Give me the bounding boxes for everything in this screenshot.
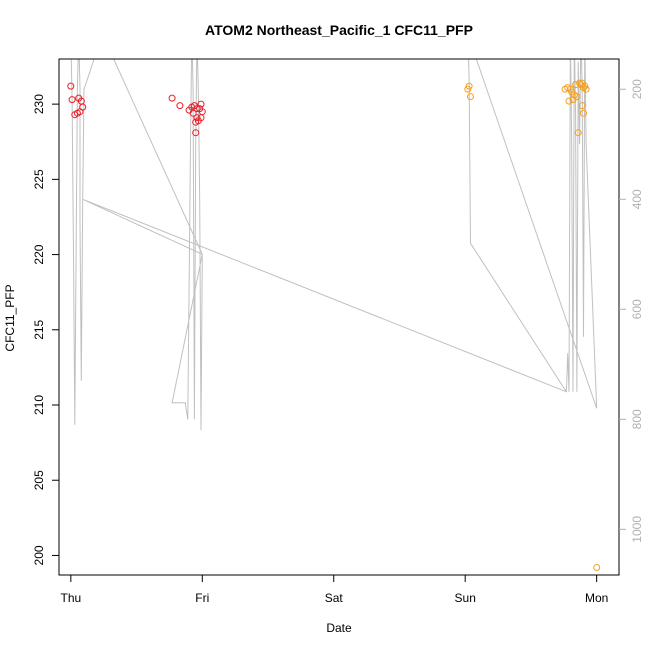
data-point xyxy=(578,102,586,110)
right-y-tick-label: 800 xyxy=(630,409,644,429)
data-point xyxy=(465,82,473,90)
chart-title: ATOM2 Northeast_Pacific_1 CFC11_PFP xyxy=(205,22,473,38)
data-point xyxy=(573,93,581,101)
data-point xyxy=(168,94,176,102)
right-y-tick-label: 600 xyxy=(630,299,644,319)
right-y-tick-label: 400 xyxy=(630,189,644,209)
x-tick-label: Sun xyxy=(455,591,476,605)
y-tick-label: 215 xyxy=(32,319,46,339)
data-point xyxy=(197,100,205,108)
right-y-tick-label: 200 xyxy=(630,79,644,99)
data-point xyxy=(192,129,200,137)
altitude-line xyxy=(70,59,598,431)
x-tick-label: Fri xyxy=(195,591,209,605)
x-tick-label: Thu xyxy=(60,591,81,605)
data-point xyxy=(189,109,197,117)
data-point xyxy=(68,96,76,104)
y-tick-label: 220 xyxy=(32,244,46,264)
data-point xyxy=(193,105,201,113)
plot-area xyxy=(67,59,601,571)
data-point xyxy=(572,81,580,89)
data-point xyxy=(593,564,601,571)
x-axis-label: Date xyxy=(326,621,352,635)
data-point xyxy=(580,84,587,92)
right-y-tick-label: 1000 xyxy=(630,516,644,543)
data-point xyxy=(578,79,586,87)
data-point xyxy=(67,82,75,90)
data-point xyxy=(565,97,573,105)
data-point xyxy=(176,102,184,110)
y-axis-label: CFC11_PFP xyxy=(3,284,17,351)
data-point xyxy=(197,114,205,122)
data-point xyxy=(467,93,474,101)
y-tick-label: 205 xyxy=(32,470,46,490)
y-tick-label: 225 xyxy=(32,169,46,189)
x-tick-label: Sat xyxy=(325,591,344,605)
data-point xyxy=(79,103,87,111)
data-point xyxy=(580,109,587,117)
plot-frame xyxy=(58,58,620,576)
y-tick-label: 210 xyxy=(32,395,46,415)
y-tick-label: 230 xyxy=(32,94,46,114)
y-tick-label: 200 xyxy=(32,545,46,565)
data-point xyxy=(576,79,584,87)
x-tick-label: Mon xyxy=(585,591,608,605)
data-point xyxy=(574,129,582,137)
